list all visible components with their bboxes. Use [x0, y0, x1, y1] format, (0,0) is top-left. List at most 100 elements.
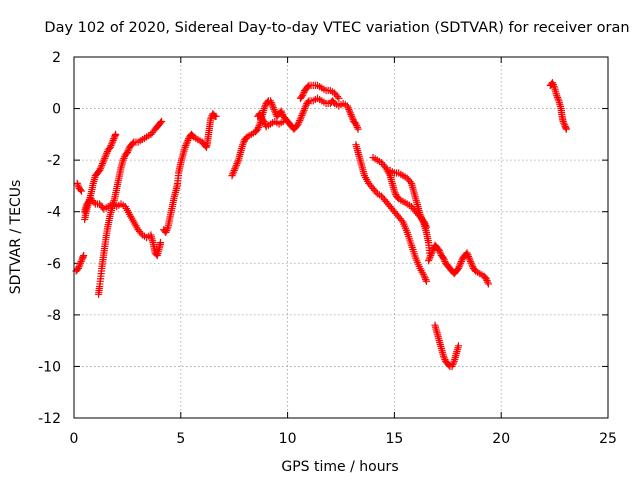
data-point — [397, 216, 406, 224]
data-point — [419, 217, 427, 225]
data-point — [77, 187, 86, 195]
series-arc7 — [228, 94, 362, 180]
data-point — [228, 172, 236, 180]
data-point — [76, 259, 85, 267]
data-point — [234, 158, 242, 166]
series-arc4 — [81, 195, 165, 260]
data-point — [122, 150, 130, 158]
data-point — [437, 250, 445, 258]
data-point — [230, 166, 238, 175]
data-point — [428, 248, 436, 256]
data-point — [352, 120, 360, 128]
data-point — [299, 108, 307, 116]
data-point — [298, 92, 307, 100]
data-point — [484, 278, 492, 286]
data-point — [469, 263, 477, 271]
y-tick-label: -12 — [38, 411, 61, 427]
data-point — [438, 253, 447, 261]
data-point — [483, 276, 491, 285]
y-tick-label: -6 — [47, 256, 61, 272]
data-point — [123, 148, 131, 157]
y-tick-label: -10 — [38, 359, 61, 375]
series-arc15 — [546, 79, 570, 133]
data-point — [421, 274, 429, 282]
data-point — [254, 125, 262, 133]
data-point — [420, 272, 428, 280]
data-point — [90, 198, 98, 206]
series-arc13 — [424, 241, 492, 288]
data-point — [434, 245, 442, 253]
data-point — [98, 159, 107, 168]
data-point — [120, 154, 128, 163]
data-point — [468, 261, 476, 269]
data-point — [110, 135, 118, 143]
data-point — [231, 165, 239, 173]
data-point — [457, 259, 465, 267]
data-point — [300, 88, 308, 96]
data-point — [335, 94, 343, 102]
data-point — [279, 110, 287, 119]
x-tick-label: 20 — [492, 431, 510, 447]
data-point — [101, 154, 109, 163]
data-point — [181, 143, 189, 151]
data-point — [73, 179, 81, 187]
data-point — [182, 140, 191, 148]
data-point — [125, 145, 133, 153]
data-point — [279, 117, 287, 126]
data-point — [441, 355, 449, 364]
data-point — [112, 130, 120, 138]
data-point — [435, 246, 443, 254]
data-point — [156, 119, 165, 127]
data-point — [300, 106, 308, 114]
data-point — [259, 116, 267, 124]
data-point — [94, 168, 103, 176]
data-point — [353, 123, 361, 132]
data-point — [391, 189, 399, 197]
data-point — [466, 257, 475, 266]
data-point — [299, 90, 307, 98]
data-point — [422, 276, 430, 284]
x-axis-label: GPS time / hours — [281, 459, 398, 475]
data-point — [553, 92, 561, 100]
data-point — [266, 97, 275, 105]
data-point — [302, 101, 310, 109]
series-arc12 — [386, 166, 434, 257]
grid — [74, 57, 608, 418]
data-point — [481, 273, 489, 282]
plot-frame — [73, 56, 609, 419]
data-point — [348, 114, 356, 122]
data-point — [96, 166, 104, 175]
data-point — [296, 117, 304, 125]
data-point — [549, 80, 557, 89]
data-point — [103, 149, 111, 157]
data-point — [449, 359, 458, 367]
data-point — [484, 280, 492, 288]
data-point — [297, 113, 305, 121]
data-point — [261, 101, 270, 109]
data-point — [232, 161, 240, 169]
x-tick-label: 0 — [70, 431, 79, 447]
data-point — [298, 110, 307, 118]
data-point — [271, 107, 279, 115]
data-point — [78, 256, 86, 264]
data-point — [345, 105, 353, 114]
data-point — [76, 261, 84, 269]
data-point — [97, 163, 105, 171]
data-point — [270, 105, 278, 114]
data-point — [429, 246, 437, 254]
data-point — [74, 181, 82, 189]
data-point — [427, 250, 436, 258]
data-point — [372, 188, 380, 196]
data-point — [454, 264, 463, 273]
series-arc8 — [254, 110, 287, 131]
series-arc1 — [72, 251, 88, 275]
data-point — [267, 98, 275, 107]
y-tick-label: 2 — [52, 50, 61, 66]
data-point — [119, 156, 127, 164]
data-point — [425, 255, 433, 263]
data-point — [73, 266, 81, 274]
data-point — [562, 125, 570, 133]
data-point — [392, 190, 400, 199]
data-point — [417, 212, 425, 220]
data-point — [101, 153, 109, 161]
